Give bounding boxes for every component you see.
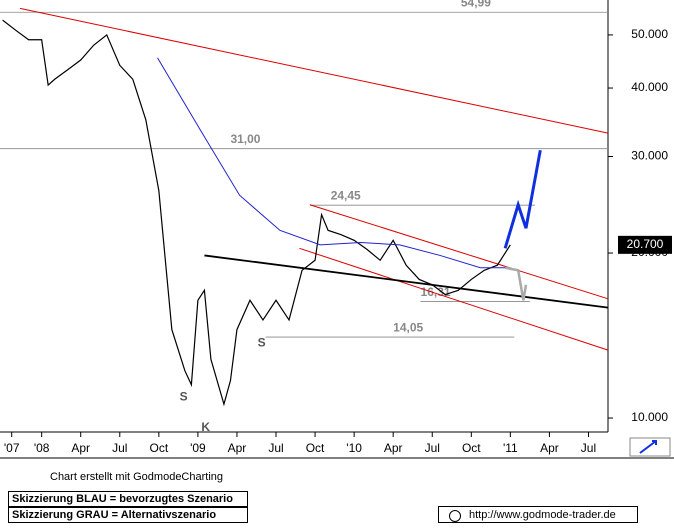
legend-gray: Skizzierung GRAU = Alternativszenario xyxy=(8,507,248,523)
series-line xyxy=(2,19,511,407)
annotation: K xyxy=(201,420,210,434)
y-tick-label: 10.000 xyxy=(631,410,668,424)
x-tick-label: Oct xyxy=(462,441,481,455)
x-tick-label: Jul xyxy=(268,441,283,455)
level-label: 16,31 xyxy=(421,285,451,299)
trendline xyxy=(204,254,609,309)
series-line xyxy=(504,266,528,301)
last-price-label: 20.700 xyxy=(627,237,664,251)
tool-icon[interactable] xyxy=(629,437,671,457)
x-tick-label: Apr xyxy=(540,441,559,455)
x-tick-label: '08 xyxy=(34,441,50,455)
trendline xyxy=(309,204,609,300)
annotation: S xyxy=(180,390,188,404)
trendline xyxy=(299,247,609,351)
x-tick-label: Apr xyxy=(384,441,403,455)
x-tick-label: Jul xyxy=(581,441,596,455)
x-tick-label: Oct xyxy=(306,441,325,455)
level-label: 31,00 xyxy=(230,132,260,146)
level-label: 14,05 xyxy=(393,320,423,334)
level-label: 24,45 xyxy=(331,188,361,202)
url: http://www.godmode-trader.de xyxy=(469,509,616,521)
x-tick-label: Jul xyxy=(112,441,127,455)
y-tick-label: 40.000 xyxy=(631,80,668,94)
url-box: http://www.godmode-trader.de xyxy=(438,506,638,523)
last-price-box xyxy=(618,235,672,254)
tool-arrow xyxy=(639,440,657,454)
x-tick-label: Apr xyxy=(228,441,247,455)
trendline xyxy=(19,7,609,134)
chart: 10.00020.00030.00040.00050.000'07'08AprJ… xyxy=(0,0,674,459)
legend-blue: Skizzierung BLAU = bevorzugtes Szenario xyxy=(8,491,248,507)
annotation: S xyxy=(258,335,266,349)
level-label: 54,99 xyxy=(461,0,491,9)
x-tick-label: '10 xyxy=(346,441,362,455)
series-line xyxy=(503,149,542,249)
globe-icon xyxy=(449,510,461,522)
credit: Chart erstellt mit GodmodeCharting xyxy=(50,471,224,483)
x-tick-label: '11 xyxy=(503,441,518,455)
y-tick-label: 30.000 xyxy=(631,149,668,163)
x-tick-label: '09 xyxy=(190,441,206,455)
x-tick-label: '07 xyxy=(4,441,20,455)
x-tick-label: Apr xyxy=(71,441,90,455)
x-tick-label: Jul xyxy=(425,441,440,455)
y-tick-label: 50.000 xyxy=(631,27,668,41)
series-line xyxy=(157,57,511,269)
x-tick-label: Oct xyxy=(149,441,168,455)
